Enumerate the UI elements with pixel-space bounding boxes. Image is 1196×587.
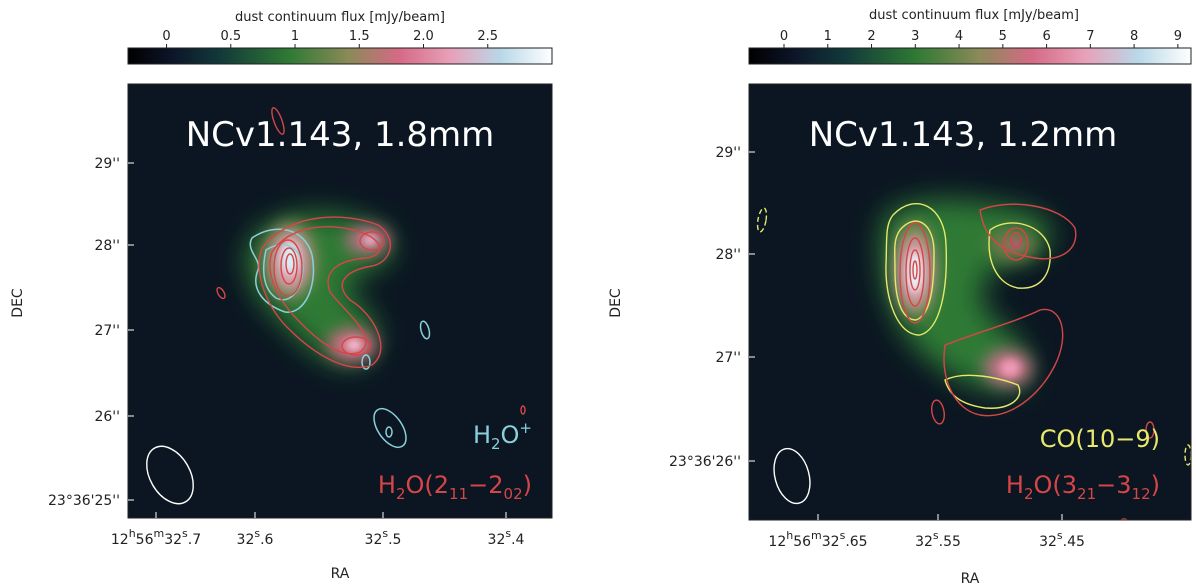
left-beam-ellipse [146,445,194,505]
colorbar-tick-label: 1 [291,29,299,44]
colorbar-tick-label: 3 [911,29,919,44]
right-colorbar-label: dust continuum flux [mJy/beam] [869,8,1079,23]
right-colorbar [748,47,1192,65]
colorbar-tick-label: 1.5 [349,29,370,44]
right-y-axis-label: DEC [608,288,624,318]
left-legend-h2o-plus: H2O+ [473,419,532,453]
y-tick-label: 26'' [94,409,120,425]
colorbar-tick-label: 1 [824,29,832,44]
colorbar-tick-label: 2 [867,29,875,44]
left-legend-h2o: H2O(211−202) [378,471,532,503]
left-colorbar [127,47,553,65]
right-legend-co: CO(10−9) [1040,425,1160,453]
y-tick-label: 28'' [94,238,120,254]
y-tick-label: 29'' [94,156,120,172]
colorbar-tick-label: 0 [162,29,170,44]
colorbar-tick-label: 2.0 [413,29,434,44]
right-co-contours [756,203,1191,466]
right-plot-frame [748,83,1192,521]
left-y-axis-label: DEC [10,288,26,318]
right-h2o-contours [899,203,1155,520]
right-panel: dust continuum flux [mJy/beam] 0 1 2 3 4 5 6 7 8… [608,8,1192,587]
colorbar-tick-label: 8 [1130,29,1138,44]
left-axes: 29'' 28'' 27'' 26'' 23°36'25'' 12h56m32s.7 32s… [48,156,525,548]
x-tick-label: 32s.45 [1039,529,1085,550]
x-tick-label: 12h56m32s.7 [111,527,201,548]
colorbar-tick-label: 4 [955,29,963,44]
colorbar-tick-label: 7 [1086,29,1094,44]
right-colorbar-ticks: 0 1 2 3 4 5 6 7 8 9 [780,29,1182,48]
x-tick-label: 32s.5 [365,527,402,548]
x-tick-label: 32s.4 [488,527,525,548]
right-axes: 29'' 28'' 27'' 23°36'26'' 12h56m32s.65 32s.55… [669,145,1085,550]
left-panel-title: NCv1.143, 1.8mm [186,115,495,155]
colorbar-tick-label: 5 [999,29,1007,44]
left-image: NCv1.143, 1.8mm H2O+ H2O(211−202) [128,84,552,518]
y-tick-label: 29'' [715,145,741,161]
right-legend-h2o: H2O(321−312) [1006,471,1160,503]
y-tick-label: 27'' [715,350,741,366]
y-tick-label: 27'' [94,323,120,339]
colorbar-tick-label: 0 [780,29,788,44]
right-beam-ellipse [773,447,811,505]
left-colorbar-label: dust continuum flux [mJy/beam] [235,10,445,25]
left-panel: dust continuum flux [mJy/beam] 0 0.5 1 1.5 2… [10,10,553,582]
x-tick-label: 32s.6 [237,527,274,548]
y-tick-label: 28'' [715,247,741,263]
x-tick-label: 12h56m32s.65 [768,529,867,550]
y-tick-label: 23°36'25'' [48,493,120,509]
colorbar-tick-label: 2.5 [477,29,498,44]
left-x-axis-label: RA [331,566,350,582]
left-plot-frame [127,83,553,519]
right-x-axis-label: RA [961,571,980,587]
colorbar-tick-label: 0.5 [220,29,241,44]
colorbar-tick-label: 6 [1042,29,1050,44]
y-tick-label: 23°36'26'' [669,454,741,470]
left-h2o-contours [216,107,526,415]
left-colorbar-ticks: 0 0.5 1 1.5 2.0 2.5 [162,29,498,48]
right-image: NCv1.143, 1.2mm CO(10−9) H2O(321−312) [749,84,1191,520]
x-tick-label: 32s.55 [915,529,961,550]
right-panel-title: NCv1.143, 1.2mm [809,115,1118,155]
colorbar-tick-label: 9 [1174,29,1182,44]
